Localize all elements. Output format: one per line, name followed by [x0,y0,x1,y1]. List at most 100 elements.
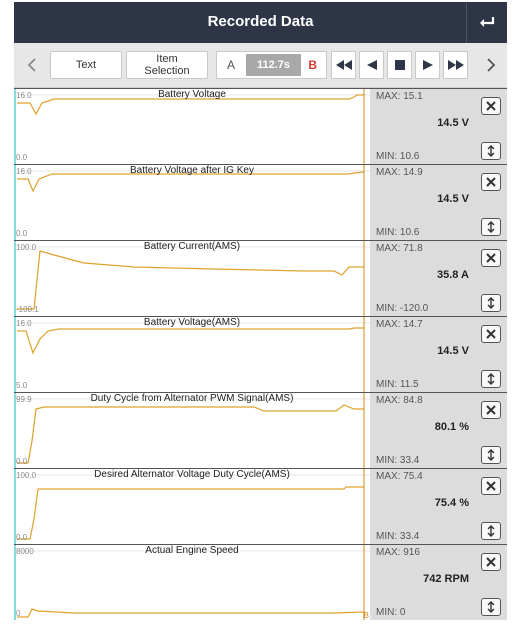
max-value: MAX: 84.8 [376,395,423,406]
chevron-left-icon [27,58,36,72]
play-reverse-icon [366,60,377,70]
axis-max: 16.0 [16,167,32,176]
min-value: MIN: 10.6 [376,151,420,162]
max-value: MAX: 15.1 [376,91,423,102]
scale-graph-button[interactable] [481,522,501,540]
graph-row: 16.0 0.0 Battery Voltage MAX: 15.1 14.5 … [14,88,507,164]
axis-max: 100.0 [16,243,37,252]
ab-marker-group[interactable]: A 112.7s B [216,51,327,79]
scale-graph-button[interactable] [481,142,501,160]
graph-row: 100.0 0.0 Desired Alternator Voltage Dut… [14,468,507,544]
remove-graph-button[interactable] [481,249,501,267]
current-value: 14.5 V [437,117,469,129]
marker-a-label[interactable]: A [227,58,236,72]
remove-graph-button[interactable] [481,401,501,419]
close-icon [486,481,496,491]
axis-max: 16.0 [16,319,32,328]
close-icon [486,101,496,111]
scale-graph-button[interactable] [481,294,501,312]
graph-trace [14,469,370,544]
axis-max: 16.0 [16,91,32,100]
remove-graph-button[interactable] [481,173,501,191]
remove-graph-button[interactable] [481,553,501,571]
graph-title: Desired Alternator Voltage Duty Cycle(AM… [94,469,290,480]
graph-trace [14,165,370,240]
remove-graph-button[interactable] [481,325,501,343]
graph-title: Battery Voltage(AMS) [143,317,241,328]
fast-forward-icon [447,60,464,70]
graph-trace [14,89,370,164]
return-icon [480,16,495,27]
scale-graph-button[interactable] [481,370,501,388]
prev-page-button[interactable] [22,51,42,79]
scale-graph-button[interactable] [481,598,501,616]
axis-max: 100.0 [16,471,37,480]
vertical-resize-icon [487,449,495,461]
graph-plot[interactable]: 8000 0 Actual Engine Speed [14,545,370,620]
value-panel: MAX: 14.7 14.5 V MIN: 11.5 [370,317,507,392]
value-panel: MAX: 14.9 14.5 V MIN: 10.6 [370,165,507,240]
axis-min: 0.0 [16,457,28,466]
title-bar: Recorded Data [14,2,507,43]
rewind-button[interactable] [331,51,356,79]
close-icon [486,557,496,567]
remove-graph-button[interactable] [481,97,501,115]
step-back-button[interactable] [359,51,384,79]
graph-plot[interactable]: 16.0 0.0 Battery Voltage after IG Key [14,165,370,240]
axis-min: 0 [16,609,21,618]
next-page-button[interactable] [481,51,501,79]
value-panel: MAX: 916 742 RPM MIN: 0 [370,545,507,620]
scale-graph-button[interactable] [481,446,501,464]
axis-min: 0.0 [16,153,28,162]
value-panel: MAX: 15.1 14.5 V MIN: 10.6 [370,89,507,164]
time-display: 112.7s [246,54,301,76]
min-value: MIN: 33.4 [376,455,420,466]
remove-graph-button[interactable] [481,477,501,495]
play-button[interactable] [415,51,440,79]
graph-plot[interactable]: 99.9 0.0 Duty Cycle from Alternator PWM … [14,393,370,468]
vertical-resize-icon [487,601,495,613]
graph-plot[interactable]: 16.0 5.0 Battery Voltage(AMS) [14,317,370,392]
current-value: 14.5 V [437,193,469,205]
current-value: 80.1 % [434,421,469,433]
close-icon [486,177,496,187]
vertical-resize-icon [487,297,495,309]
axis-min: 5.0 [16,381,28,390]
fast-forward-button[interactable] [443,51,468,79]
text-view-button[interactable]: Text [50,51,122,79]
graph-list: 16.0 0.0 Battery Voltage MAX: 15.1 14.5 … [14,88,507,621]
graph-trace [14,241,370,316]
graph-row: 8000 0 Actual Engine Speed B MAX: 916 74… [14,544,507,620]
scale-graph-button[interactable] [481,218,501,236]
stop-button[interactable] [387,51,412,79]
graph-plot[interactable]: 100.0 0.0 Desired Alternator Voltage Dut… [14,469,370,544]
max-value: MAX: 71.8 [376,243,423,254]
min-value: MIN: 11.5 [376,379,419,390]
value-panel: MAX: 84.8 80.1 % MIN: 33.4 [370,393,507,468]
min-value: MIN: 10.6 [376,227,420,238]
vertical-resize-icon [487,525,495,537]
max-value: MAX: 916 [376,547,420,558]
toolbar: Text Item Selection A 112.7s B [14,43,507,88]
axis-max: 99.9 [16,395,32,404]
back-button[interactable] [466,2,507,43]
graph-plot[interactable]: 100.0 -100.1 Battery Current(AMS) [14,241,370,316]
graph-plot[interactable]: 16.0 0.0 Battery Voltage [14,89,370,164]
axis-min: 0.0 [16,533,28,542]
graph-row: 100.0 -100.1 Battery Current(AMS) MAX: 7… [14,240,507,316]
close-icon [486,329,496,339]
current-value: 75.4 % [434,497,469,509]
graph-title: Battery Current(AMS) [143,241,241,252]
item-selection-button[interactable]: Item Selection [126,51,208,79]
graph-trace [14,393,370,468]
min-value: MIN: 33.4 [376,531,420,542]
marker-b-label[interactable]: B [308,58,317,72]
vertical-resize-icon [487,373,495,385]
current-value: 14.5 V [437,345,469,357]
graph-row: 16.0 5.0 Battery Voltage(AMS) MAX: 14.7 … [14,316,507,392]
graph-title: Battery Voltage after IG Key [130,165,254,176]
min-value: MIN: 0 [376,607,406,618]
graph-trace [14,317,370,392]
axis-min: -100.1 [16,305,39,314]
close-icon [486,253,496,263]
